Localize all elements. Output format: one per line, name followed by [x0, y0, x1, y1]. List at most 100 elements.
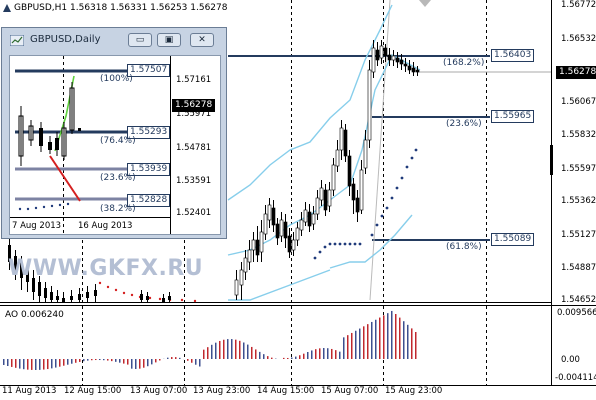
candle-body	[275, 223, 280, 239]
candle-body	[339, 127, 344, 151]
ao-bar	[327, 348, 329, 359]
ao-bar	[39, 359, 41, 370]
x-axis-label: 11 Aug 2013	[2, 386, 57, 396]
ao-bar	[375, 319, 377, 359]
window-titlebar[interactable]: GBPUSD,Daily ▭ ▣ ✕	[2, 28, 226, 52]
chart-title: GBPUSD,H1 1.56318 1.56331 1.56253 1.5627…	[14, 3, 228, 13]
ao-bar	[3, 359, 5, 365]
ao-bar	[371, 321, 373, 359]
fib-percent-label: (23.6%)	[446, 119, 482, 129]
daily-y-axis-label: 1.53591	[176, 176, 212, 186]
candle-body	[335, 149, 340, 167]
candle-body	[168, 296, 171, 300]
daily-y-axis-label: 1.54781	[176, 143, 212, 153]
fib-percent-label: (61.8%)	[446, 242, 482, 252]
close-button[interactable]: ✕	[190, 33, 214, 47]
ao-bar	[315, 349, 317, 359]
candle-body	[8, 245, 11, 262]
ao-bar	[323, 348, 325, 359]
candle-body	[271, 207, 276, 226]
candle-body	[287, 235, 292, 253]
ao-bar	[239, 340, 241, 359]
fib-price-label: 1.56403	[491, 49, 535, 62]
candle-body	[387, 54, 392, 61]
daily-fib-percent-label: (100%)	[100, 74, 133, 84]
current-price-marker: 1.56278	[556, 66, 596, 79]
ao-bar	[19, 359, 21, 369]
ao-bar	[55, 359, 57, 368]
scroll-marker	[550, 145, 553, 175]
candle-body	[70, 296, 73, 300]
daily-chart-canvas[interactable]	[10, 56, 221, 235]
ao-bar	[399, 317, 401, 359]
ao-bar	[187, 359, 189, 361]
ao-bar	[383, 315, 385, 359]
ao-bar	[247, 344, 249, 359]
ao-bar	[359, 328, 361, 359]
candle-body	[351, 183, 356, 201]
ao-bar	[51, 359, 53, 369]
candle-body	[251, 239, 256, 251]
candle-body	[291, 239, 296, 251]
daily-fib-price-label: 1.53939	[127, 163, 171, 176]
ao-y-axis-label: 0.009566	[557, 308, 596, 318]
y-axis-label: 1.56532	[561, 34, 596, 44]
candle-body	[343, 129, 348, 157]
candle-body	[383, 47, 388, 57]
ao-bar	[95, 359, 97, 361]
daily-fib-price-label: 1.52828	[127, 194, 171, 207]
ao-bar	[331, 348, 333, 359]
candle-body	[247, 249, 252, 263]
chart-window-icon	[10, 35, 24, 46]
minimize-button[interactable]: ▭	[128, 33, 152, 47]
x-axis-label: 14 Aug 15:00	[257, 386, 315, 396]
candle-body	[14, 256, 17, 270]
daily-chart-area[interactable]	[9, 55, 221, 235]
candle-body	[263, 213, 268, 235]
ao-bar	[123, 359, 125, 364]
candle-body	[355, 197, 360, 213]
candle-body	[307, 211, 312, 227]
candle-body	[32, 278, 35, 292]
ao-y-axis-label: 0.00	[561, 355, 580, 365]
ao-bar	[115, 359, 117, 362]
fib-price-label: 1.55089	[491, 233, 535, 246]
candle-body	[299, 219, 304, 231]
candle-body	[375, 49, 380, 61]
candle-body	[140, 294, 143, 300]
ao-bar	[351, 332, 353, 359]
ao-bar	[235, 339, 237, 359]
ao-bar	[347, 335, 349, 359]
ao-bar	[219, 340, 221, 359]
ao-bar	[243, 342, 245, 359]
x-axis-label: 15 Aug 23:00	[385, 386, 443, 396]
ao-bar	[267, 356, 269, 359]
ao-bar	[343, 337, 345, 359]
ao-bar	[127, 359, 129, 365]
ao-bar	[67, 359, 69, 365]
daily-fib-price-label: 1.57507	[127, 64, 171, 77]
restore-button[interactable]: ▣	[157, 33, 181, 47]
y-axis-label: 1.56772	[561, 0, 596, 10]
ao-bar	[79, 359, 81, 362]
ao-bar	[199, 359, 201, 367]
ao-bar	[159, 359, 161, 361]
ao-bar	[391, 310, 393, 359]
ao-histogram	[3, 310, 417, 370]
ao-y-axis-label: -0.004114	[555, 373, 596, 383]
x-axis-label: 12 Aug 15:00	[64, 386, 122, 396]
candle-body	[279, 219, 284, 237]
daily-chart-window[interactable]: GBPUSD,Daily ▭ ▣ ✕	[1, 27, 227, 239]
ao-bar	[47, 359, 49, 370]
ao-bar	[367, 324, 369, 359]
candle-body	[146, 296, 149, 300]
ao-bar	[263, 354, 265, 359]
ao-bar	[143, 359, 145, 368]
candle-body	[371, 47, 376, 73]
candle-body	[267, 204, 272, 221]
chart-shift-marker[interactable]	[419, 0, 431, 7]
candle-body	[162, 298, 165, 302]
ao-bar	[271, 357, 273, 359]
candle-body	[20, 262, 23, 278]
